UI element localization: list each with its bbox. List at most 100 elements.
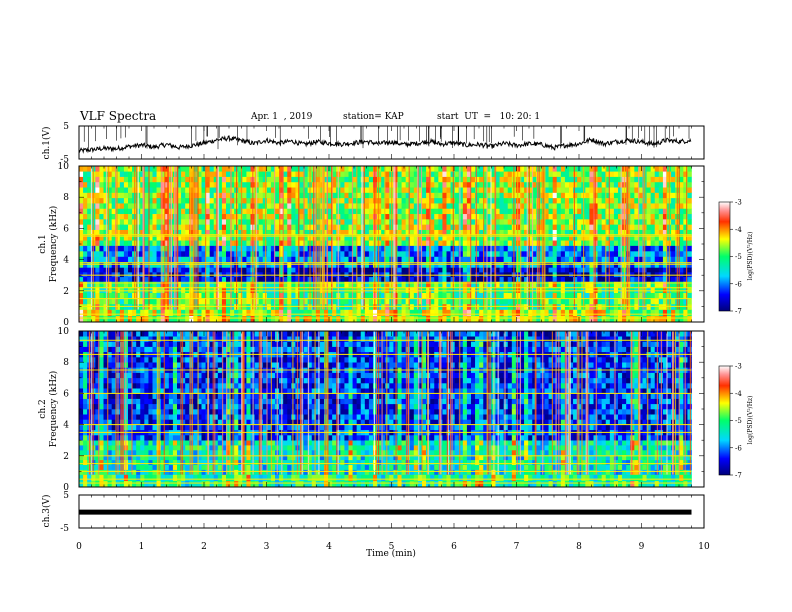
- spectrogram-cell: [111, 234, 117, 241]
- spectrogram-cell: [426, 171, 431, 177]
- sferic-streak: [230, 166, 232, 310]
- spectrogram-cell: [160, 298, 166, 305]
- spectrogram-cell: [654, 229, 660, 236]
- spectrogram-cell: [266, 166, 272, 172]
- spectrogram-cell: [532, 287, 537, 293]
- spectrogram-cell: [315, 234, 321, 241]
- spectrogram-cell: [564, 224, 570, 230]
- spectrogram-cell: [679, 171, 684, 177]
- spectrogram-cell: [609, 181, 615, 188]
- spectrogram-cell: [613, 281, 619, 288]
- spectrogram-cell: [569, 197, 574, 204]
- spectrogram-cell: [103, 357, 108, 363]
- spectrogram-cell: [409, 292, 415, 299]
- spectrogram-cell: [95, 445, 100, 451]
- spectrogram-cell: [238, 229, 243, 236]
- spectrogram-cell: [270, 240, 276, 246]
- spectrogram-cell: [479, 203, 484, 209]
- spectrogram-cell: [462, 256, 468, 263]
- spectrogram-cell: [332, 166, 337, 172]
- spectrogram-cell: [597, 256, 602, 263]
- spectrogram-cell: [368, 176, 374, 183]
- spectrogram-cell: [577, 245, 582, 252]
- spectrogram-cell: [479, 197, 484, 204]
- spectrogram-cell: [597, 281, 602, 288]
- spectrogram-cell: [630, 287, 635, 293]
- spectrogram-cell: [205, 224, 210, 230]
- spectrogram-cell: [520, 245, 525, 252]
- spectrogram-cell: [560, 287, 566, 293]
- spectrogram-cell: [609, 187, 615, 193]
- spectrogram-cell: [503, 251, 509, 257]
- spectrogram-cell: [132, 435, 137, 441]
- spectrogram-cell: [111, 256, 117, 263]
- spectrogram-cell: [532, 251, 537, 257]
- spectrogram-cell: [601, 234, 607, 241]
- spectrogram-cell: [209, 166, 215, 172]
- spectrogram-cell: [422, 234, 427, 241]
- spectrogram-cell: [409, 287, 415, 293]
- spectrogram-cell: [483, 187, 488, 193]
- spectrogram-cell: [364, 208, 370, 215]
- spectrogram-cell: [417, 240, 423, 246]
- spectrogram-cell: [613, 292, 619, 299]
- spectrogram-cell: [283, 234, 288, 241]
- spectrogram-cell: [238, 315, 243, 323]
- sferic-streak: [362, 166, 364, 310]
- spectrogram-cell: [107, 245, 112, 252]
- spectrogram-cell: [132, 372, 137, 379]
- spectrogram-cell: [205, 245, 210, 252]
- spectrogram-cell: [650, 219, 656, 225]
- spectrogram-cell: [111, 440, 117, 446]
- spectrogram-cell: [671, 187, 676, 193]
- spectrogram-cell: [258, 234, 264, 241]
- spectrogram-cell: [601, 192, 607, 199]
- spectrogram-cell: [605, 245, 611, 252]
- spectrogram-cell: [242, 309, 247, 317]
- spectrogram-cell: [115, 171, 121, 177]
- spectrogram-cell: [503, 187, 509, 193]
- spectrogram-cell: [148, 276, 153, 282]
- spectrogram-cell: [654, 298, 660, 305]
- spectrogram-cell: [246, 181, 251, 188]
- spectrogram-cell: [548, 251, 553, 257]
- spectrogram-cell: [205, 315, 210, 323]
- spectrogram-cell: [111, 424, 117, 431]
- spectrogram-cell: [548, 213, 553, 220]
- spectrogram-cell: [475, 219, 480, 225]
- spectrogram-cell: [552, 234, 558, 241]
- spectrogram-cell: [462, 197, 468, 204]
- spectrogram-cell: [507, 229, 513, 236]
- spectrogram-cell: [658, 240, 664, 246]
- spectrogram-cell: [115, 309, 121, 317]
- spectrogram-cell: [397, 272, 402, 278]
- spectrogram-cell: [585, 229, 590, 236]
- spectrogram-cell: [83, 454, 88, 461]
- spectrogram-cell: [181, 315, 186, 323]
- spectrogram-cell: [638, 251, 643, 257]
- spectrogram-cell: [405, 287, 411, 293]
- spectrogram-cell: [491, 245, 496, 252]
- spectrogram-cell: [495, 181, 500, 188]
- spectrogram-cell: [156, 267, 161, 273]
- spectrogram-cell: [552, 245, 558, 252]
- spectrogram-cell: [246, 187, 251, 193]
- spectrogram-cell: [495, 192, 500, 199]
- spectrogram-cell: [79, 336, 84, 342]
- spectrogram-cell: [560, 272, 566, 278]
- spectrogram-cell: [491, 298, 496, 305]
- spectrogram-cell: [226, 245, 231, 252]
- spectrogram-cell: [348, 192, 353, 199]
- spectrogram-cell: [650, 181, 656, 188]
- spectrogram-cell: [462, 224, 468, 230]
- spectrogram-cell: [181, 251, 186, 257]
- spectrogram-cell: [205, 272, 210, 278]
- sferic-streak: [252, 166, 254, 310]
- spectrogram-cell: [589, 309, 594, 317]
- spectrogram-cell: [87, 287, 92, 293]
- spectrogram-cell: [315, 203, 321, 209]
- spectrogram-cell: [532, 276, 537, 282]
- spectrogram-cell: [87, 166, 92, 172]
- spectrogram-cell: [377, 208, 382, 215]
- spectrogram-cell: [679, 240, 684, 246]
